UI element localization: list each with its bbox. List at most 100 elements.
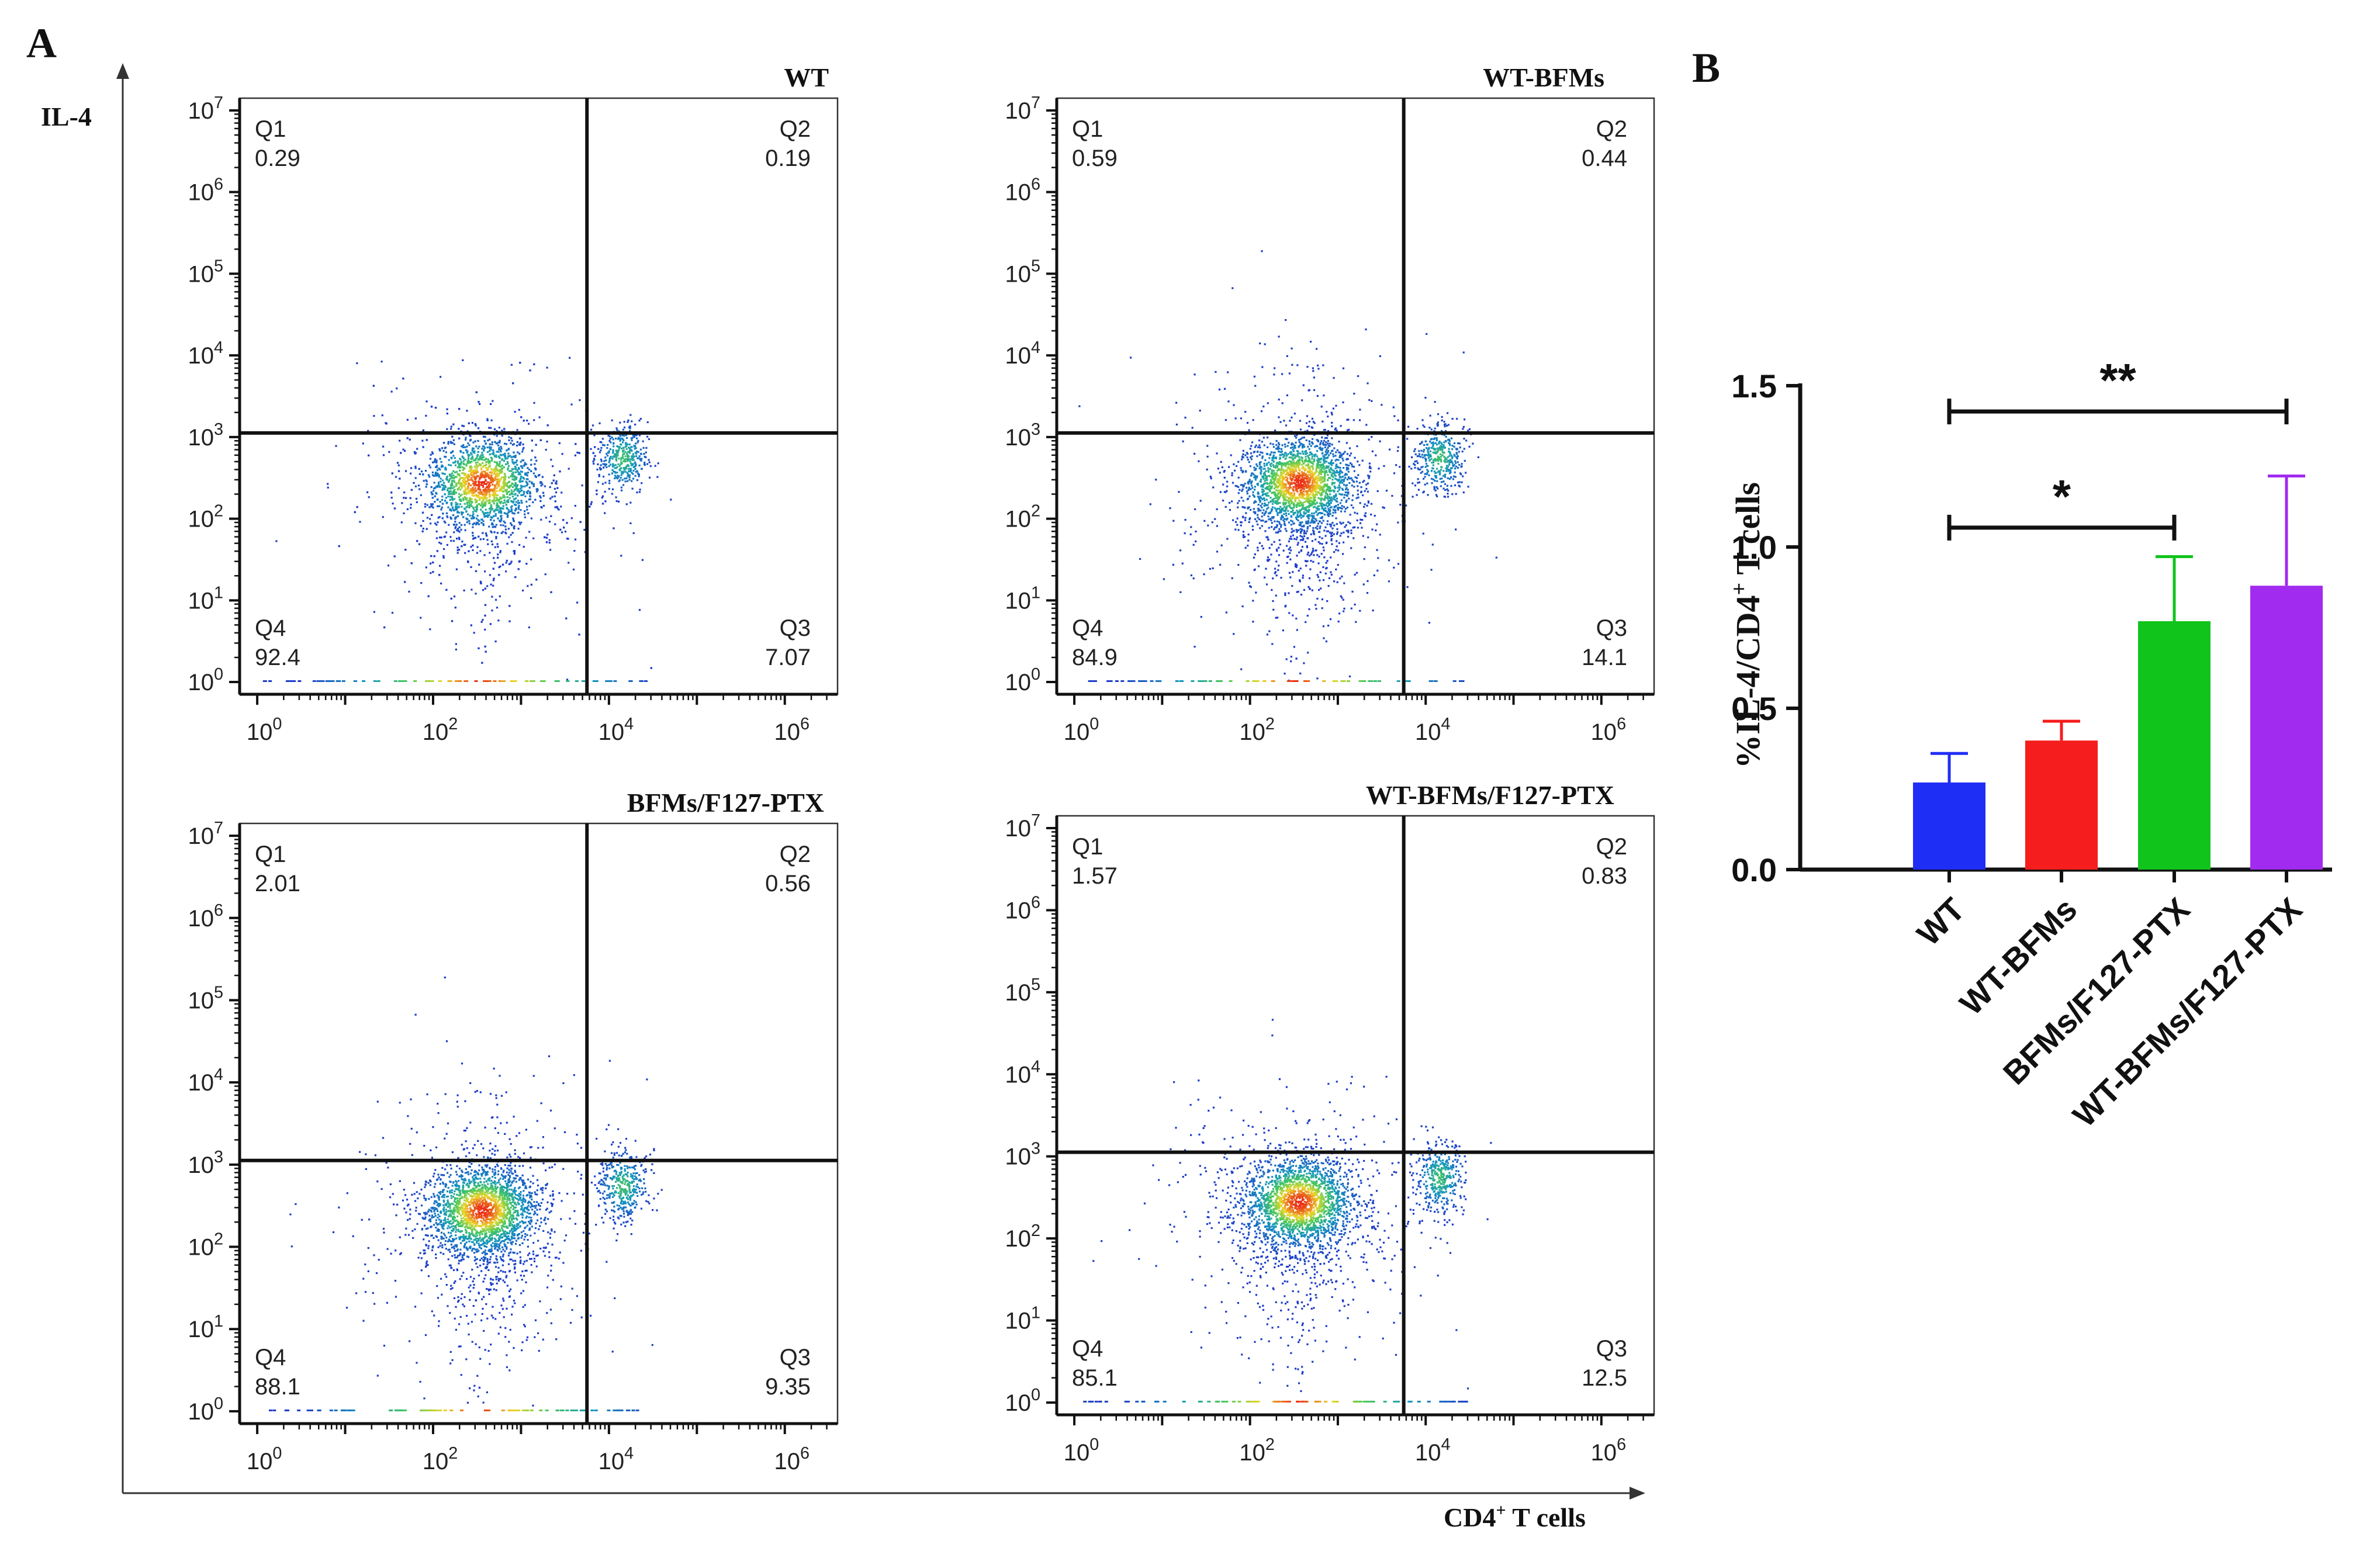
- flow-event-dot: [614, 467, 616, 469]
- flow-event-dot: [463, 524, 466, 526]
- flow-event-dot: [508, 439, 510, 441]
- flow-event-dot: [1279, 506, 1282, 508]
- flow-event-dot: [486, 493, 488, 495]
- flow-event-dot: [1330, 468, 1333, 470]
- flow-event-dot: [1296, 514, 1299, 516]
- flow-event-dot: [636, 437, 638, 439]
- flow-event-dot: [1260, 497, 1262, 499]
- flow-event-dot: [1272, 443, 1274, 445]
- flow-event-dot: [1283, 492, 1285, 494]
- flow-event-dot: [479, 474, 482, 476]
- flow-event-dot: [1284, 502, 1286, 504]
- flow-event-dot: [542, 491, 545, 494]
- flow-event-dot: [444, 473, 446, 475]
- flow-event-dot: [414, 477, 417, 479]
- flow-event-dot: [1248, 495, 1251, 497]
- flow-event-dot: [486, 446, 489, 449]
- flow-event-dot: [485, 463, 487, 466]
- flow-event-dot: [1354, 573, 1356, 576]
- flow-event-dot: [1313, 422, 1316, 424]
- flow-event-dot: [1313, 521, 1316, 524]
- flow-event-dot: [1280, 509, 1282, 512]
- flow-event-dot: [468, 500, 470, 502]
- flow-event-dot: [470, 566, 472, 568]
- flow-event-dot: [1258, 463, 1261, 466]
- flow-event-dot: [1289, 477, 1292, 479]
- flow-event-dot: [500, 497, 503, 500]
- flow-event-dot: [1329, 497, 1331, 499]
- flow-event-dot: [1337, 508, 1340, 511]
- flow-event-dot: [1272, 498, 1275, 500]
- flow-event-dot: [521, 480, 524, 483]
- flow-event-dot: [1284, 458, 1286, 460]
- flow-event-dot: [1330, 556, 1332, 559]
- flow-event-dot: [1343, 494, 1346, 496]
- flow-event-dot: [511, 482, 513, 485]
- flow-event-dot: [468, 490, 470, 493]
- flow-event-dot: [1302, 506, 1304, 508]
- flow-event-dot: [498, 427, 500, 429]
- flow-event-dot: [500, 515, 502, 517]
- flow-event-dot: [529, 495, 531, 497]
- flow-event-dot: [1275, 510, 1278, 513]
- flow-event-dot: [535, 459, 538, 462]
- flow-event-dot: [478, 523, 480, 525]
- flow-event-dot: [1258, 518, 1261, 521]
- flow-event-dot: [1226, 538, 1229, 540]
- flow-event-dot: [1247, 452, 1249, 455]
- flow-event-dot: [1274, 367, 1276, 369]
- flow-event-dot: [631, 472, 633, 474]
- flow-event-dot: [1303, 535, 1306, 537]
- flow-event-dot: [1284, 498, 1286, 500]
- flow-event-dot: [612, 438, 614, 441]
- flow-event-dot: [422, 429, 424, 431]
- flow-event-dot: [458, 463, 461, 465]
- flow-event-dot: [1289, 500, 1292, 503]
- flow-event-dot: [453, 596, 456, 598]
- flow-event-dot: [615, 451, 618, 453]
- flow-event-dot: [1326, 485, 1328, 487]
- flow-event-dot: [468, 453, 471, 456]
- flow-event-dot: [422, 446, 424, 448]
- flow-event-dot: [516, 429, 518, 431]
- flow-event-dot: [452, 490, 455, 493]
- flow-event-dot: [1331, 479, 1334, 481]
- flow-event-dot: [1399, 504, 1402, 506]
- flow-event-dot: [545, 517, 548, 519]
- flow-event-dot: [631, 487, 634, 490]
- flow-event-dot: [1393, 415, 1396, 417]
- flow-event-dot: [1306, 506, 1309, 508]
- flow-event-dot: [1327, 530, 1329, 532]
- flow-event-dot: [462, 472, 465, 475]
- flow-event-dot: [1283, 478, 1285, 480]
- flow-event-dot: [523, 477, 525, 480]
- flow-event-dot: [1296, 434, 1298, 437]
- flow-event-dot: [1341, 482, 1344, 484]
- flow-event-dot: [1288, 592, 1290, 594]
- flow-event-dot: [440, 508, 442, 511]
- flow-event-dot: [1299, 513, 1302, 515]
- flow-event-dot: [494, 546, 496, 548]
- flow-event-dot: [1275, 448, 1278, 450]
- flow-event-dot: [619, 469, 621, 472]
- flow-event-dot: [438, 483, 440, 486]
- flow-event-dot: [532, 472, 535, 475]
- flow-event-dot: [479, 498, 481, 501]
- flow-event-dot: [1343, 452, 1345, 455]
- flow-event-dot: [1307, 511, 1310, 513]
- flow-event-dot: [1289, 506, 1291, 508]
- flow-y-tick-label: 106: [188, 175, 223, 206]
- flow-event-dot: [1268, 501, 1270, 504]
- flow-event-dot: [1241, 470, 1244, 472]
- flow-event-dot: [1289, 468, 1292, 470]
- flow-event-dot: [474, 479, 476, 481]
- flow-event-dot: [508, 480, 511, 483]
- flow-event-dot: [628, 443, 631, 446]
- flow-event-dot: [570, 517, 573, 520]
- flow-event-dot: [466, 503, 468, 505]
- flow-event-dot: [617, 475, 619, 477]
- flow-event-dot: [471, 491, 473, 493]
- flow-event-dot: [583, 529, 586, 531]
- flow-event-dot: [1275, 526, 1278, 528]
